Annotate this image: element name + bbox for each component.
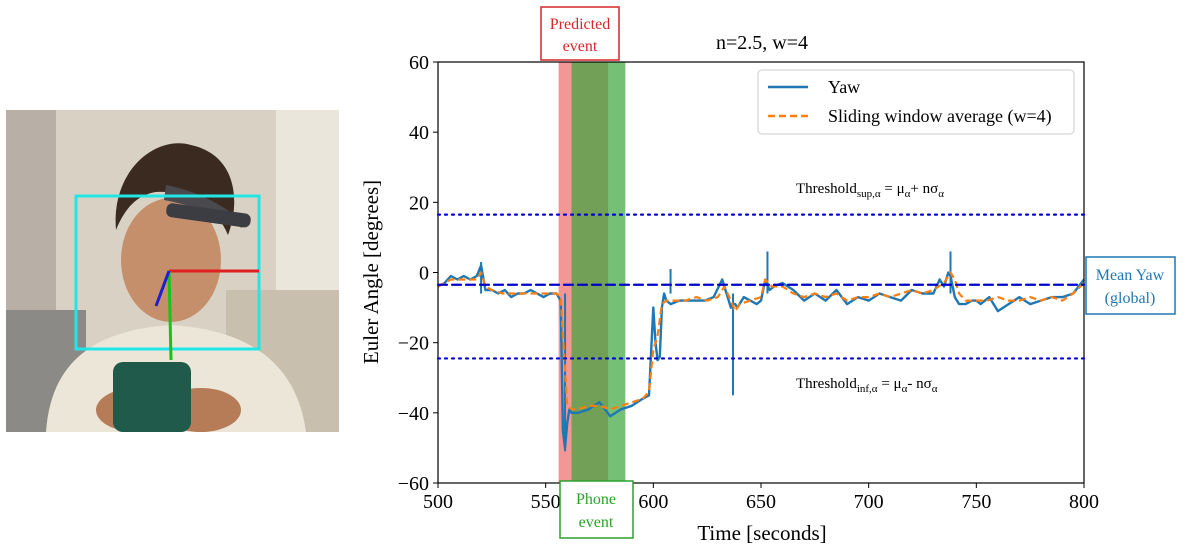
yaw-series-line — [437, 264, 1085, 450]
series-lines — [437, 251, 1085, 452]
x-tick-label: 500 — [423, 491, 453, 513]
x-tick-label: 550 — [531, 491, 561, 513]
phone-event-line2: event — [579, 514, 614, 531]
legend-yaw-label: Yaw — [828, 77, 860, 97]
predicted-event-callout: Predicted event — [540, 6, 620, 61]
sliding-average-line — [437, 271, 1085, 411]
x-tick-label: 650 — [746, 491, 776, 513]
x-axis-label: Time [seconds] — [697, 521, 826, 544]
x-tick-label: 800 — [1069, 491, 1099, 513]
phone-event-line1: Phone — [576, 491, 616, 508]
legend-avg-label: Sliding window average (w=4) — [828, 106, 1052, 127]
chart-title: n=2.5, w=4 — [716, 32, 808, 54]
threshold-sup-label: Thresholdsup,α = μα+ nσα — [796, 181, 944, 200]
phone-event-callout: Phone event — [559, 480, 634, 539]
x-tick-label: 750 — [961, 491, 991, 513]
y-tick-label: −20 — [398, 333, 429, 355]
mean-yaw-callout: Mean Yaw (global) — [1085, 256, 1176, 315]
threshold-inf-label: Thresholdinf,α = μα- nσα — [796, 376, 938, 395]
y-tick-label: −40 — [398, 403, 429, 425]
predicted-event-box — [540, 6, 620, 61]
legend: Yaw Sliding window average (w=4) — [757, 69, 1075, 135]
reference-lines — [436, 213, 1086, 360]
y-tick-label: −60 — [398, 473, 429, 495]
mean-yaw-line1: Mean Yaw — [1096, 267, 1165, 284]
predicted-event-line2: event — [563, 38, 598, 55]
x-tick-label: 700 — [854, 491, 884, 513]
predicted-event-line1: Predicted — [550, 16, 610, 33]
y-tick-label: 40 — [409, 122, 429, 144]
subject-photo — [6, 110, 339, 432]
y-tick-label: 60 — [409, 52, 429, 74]
phone-event-box — [559, 480, 634, 539]
x-tick-label: 600 — [638, 491, 668, 513]
phone-event-band — [571, 62, 626, 483]
axis-ticks: 500 550 600 650 700 750 800 −60 −40 −20 0 20 40 60 — [398, 52, 1099, 513]
mean-yaw-line2: (global) — [1105, 290, 1156, 307]
y-tick-label: 20 — [409, 192, 429, 214]
y-axis-label: Euler Angle [degrees] — [359, 180, 383, 364]
axis-y-line — [167, 270, 173, 361]
mean-yaw-box — [1085, 256, 1176, 315]
legend-box — [757, 69, 1075, 135]
y-tick-label: 0 — [419, 263, 429, 285]
axis-z-line — [154, 270, 171, 307]
